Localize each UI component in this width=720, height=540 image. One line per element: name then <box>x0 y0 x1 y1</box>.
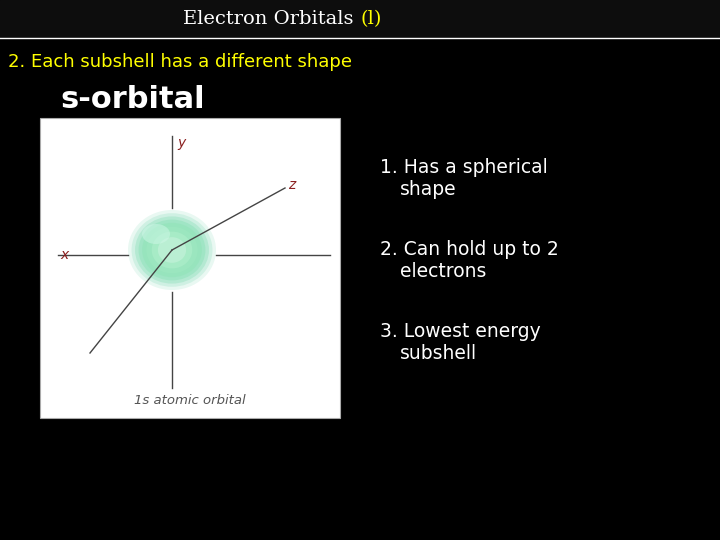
Text: 2. Each subshell has a different shape: 2. Each subshell has a different shape <box>8 53 352 71</box>
Text: 1. Has a spherical: 1. Has a spherical <box>380 158 548 177</box>
Text: x: x <box>60 248 68 262</box>
Text: s-orbital: s-orbital <box>60 85 204 114</box>
Bar <box>40 118 340 418</box>
Text: shape: shape <box>400 180 456 199</box>
Text: y: y <box>177 136 185 150</box>
Text: 3. Lowest energy: 3. Lowest energy <box>380 322 541 341</box>
Text: z: z <box>288 178 295 192</box>
Text: Electron Orbitals: Electron Orbitals <box>184 10 360 28</box>
Ellipse shape <box>152 232 192 268</box>
Text: subshell: subshell <box>400 344 477 363</box>
Ellipse shape <box>132 213 212 287</box>
Text: 2. Can hold up to 2: 2. Can hold up to 2 <box>380 240 559 259</box>
Ellipse shape <box>138 220 205 280</box>
Ellipse shape <box>142 223 202 277</box>
Bar <box>0 0 720 38</box>
Ellipse shape <box>158 237 186 263</box>
Text: electrons: electrons <box>400 262 487 281</box>
Ellipse shape <box>135 217 209 284</box>
Ellipse shape <box>128 210 216 290</box>
Ellipse shape <box>146 227 197 273</box>
Text: 1s atomic orbital: 1s atomic orbital <box>134 394 246 407</box>
Ellipse shape <box>142 224 170 244</box>
Text: (l): (l) <box>361 10 382 28</box>
